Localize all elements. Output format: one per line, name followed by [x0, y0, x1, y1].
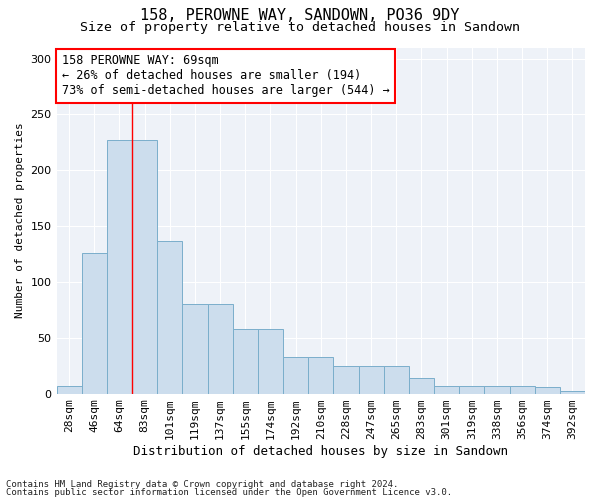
Bar	[82, 253, 107, 394]
Bar	[157, 240, 182, 394]
Bar	[535, 387, 560, 394]
Bar	[383, 366, 409, 394]
Text: Size of property relative to detached houses in Sandown: Size of property relative to detached ho…	[80, 21, 520, 34]
Bar	[182, 304, 208, 394]
Bar	[308, 356, 334, 394]
Text: Contains public sector information licensed under the Open Government Licence v3: Contains public sector information licen…	[6, 488, 452, 497]
Bar	[132, 140, 157, 394]
Bar	[208, 304, 233, 394]
Bar	[283, 356, 308, 394]
Bar	[258, 329, 283, 394]
Bar	[509, 386, 535, 394]
Text: 158, PEROWNE WAY, SANDOWN, PO36 9DY: 158, PEROWNE WAY, SANDOWN, PO36 9DY	[140, 8, 460, 22]
Bar	[233, 329, 258, 394]
Text: 158 PEROWNE WAY: 69sqm
← 26% of detached houses are smaller (194)
73% of semi-de: 158 PEROWNE WAY: 69sqm ← 26% of detached…	[62, 54, 389, 98]
Bar	[56, 386, 82, 394]
Bar	[409, 378, 434, 394]
Bar	[334, 366, 359, 394]
Bar	[107, 140, 132, 394]
Bar	[434, 386, 459, 394]
Y-axis label: Number of detached properties: Number of detached properties	[15, 122, 25, 318]
Bar	[359, 366, 383, 394]
Bar	[459, 386, 484, 394]
Text: Contains HM Land Registry data © Crown copyright and database right 2024.: Contains HM Land Registry data © Crown c…	[6, 480, 398, 489]
Bar	[484, 386, 509, 394]
X-axis label: Distribution of detached houses by size in Sandown: Distribution of detached houses by size …	[133, 444, 508, 458]
Bar	[560, 392, 585, 394]
